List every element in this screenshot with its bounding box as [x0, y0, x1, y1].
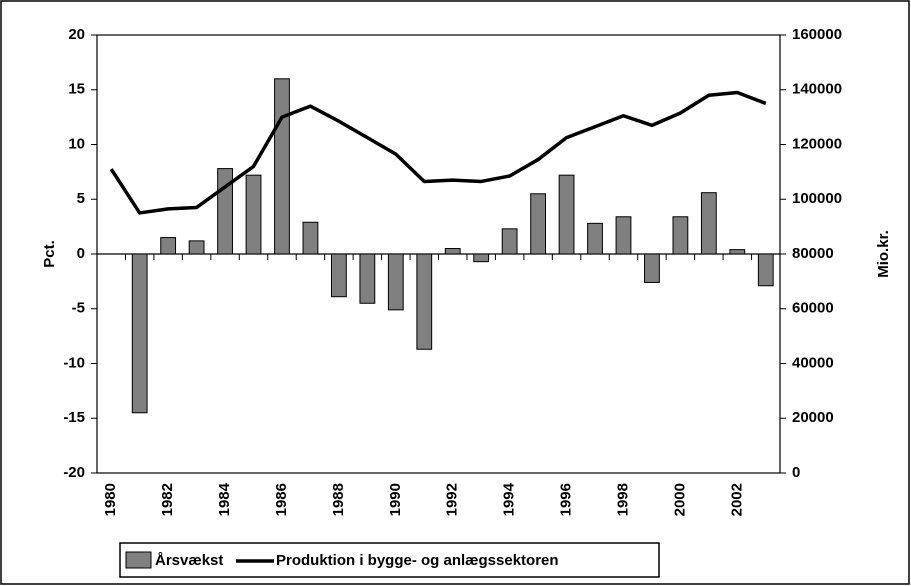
y-tick-label: 20 [68, 26, 85, 43]
bar [729, 249, 746, 255]
legend-box [119, 542, 660, 578]
x-tick-label: 1984 [216, 482, 233, 516]
bar [160, 237, 177, 255]
y2-tick-label: 80000 [792, 245, 834, 262]
x-tick-label: 1982 [159, 483, 176, 516]
x-tick-label: 2000 [671, 483, 688, 516]
y-tick-label: 10 [68, 135, 85, 152]
y2-tick-label: 100000 [792, 190, 842, 207]
y2-tick-label: 160000 [792, 26, 842, 43]
x-tick-label: 1998 [614, 483, 631, 516]
y-tick-label: -5 [72, 300, 85, 317]
x-tick-label: 1994 [501, 482, 518, 516]
bar [274, 78, 290, 255]
y2-tick-label: 40000 [792, 354, 834, 371]
y2-tick-label: 140000 [792, 81, 842, 98]
y-tick-label: 5 [77, 190, 85, 207]
bar [530, 193, 547, 255]
bar [416, 253, 433, 350]
legend-label: Årsvækst [155, 552, 223, 569]
bar [131, 253, 148, 414]
x-tick-label: 2002 [728, 483, 745, 516]
x-tick-label: 1986 [273, 483, 290, 516]
bar [558, 174, 575, 255]
y-tick-label: 15 [68, 81, 85, 98]
y-tick-label: -20 [63, 464, 85, 481]
x-tick-label: 1992 [444, 483, 461, 516]
y2-tick-label: 120000 [792, 135, 842, 152]
bar [672, 216, 689, 255]
x-tick-label: 1996 [558, 483, 575, 516]
bar [188, 240, 205, 255]
bar [387, 253, 404, 311]
legend: Årsvækst Produktion i bygge- og anlægsse… [119, 542, 660, 578]
bar [700, 192, 717, 255]
bar [245, 174, 262, 255]
line [109, 90, 767, 215]
legend-swatch [125, 551, 152, 569]
bar [757, 253, 774, 287]
bar [473, 253, 490, 263]
bar [330, 253, 347, 298]
y2-tick-label: 60000 [792, 300, 834, 317]
y-axis-label: Pct. [41, 240, 58, 268]
y-tick-label: -10 [63, 354, 85, 371]
y2-axis-label: Mio.kr. [875, 230, 892, 278]
x-tick-label: 1990 [387, 483, 404, 516]
bar [501, 228, 518, 255]
y2-tick-label: 0 [792, 464, 800, 481]
y-tick-label: 0 [77, 245, 85, 262]
bar [444, 248, 461, 255]
bar [615, 216, 632, 255]
x-tick-label: 1988 [330, 483, 347, 516]
bar [587, 222, 603, 255]
y2-tick-label: 20000 [792, 409, 834, 426]
bar [359, 253, 376, 304]
x-tick-label: 1980 [102, 483, 119, 516]
y-tick-label: -15 [63, 409, 85, 426]
legend-label: Produktion i bygge- og anlægssektoren [276, 552, 559, 569]
bar [302, 221, 319, 255]
bar [644, 253, 660, 283]
